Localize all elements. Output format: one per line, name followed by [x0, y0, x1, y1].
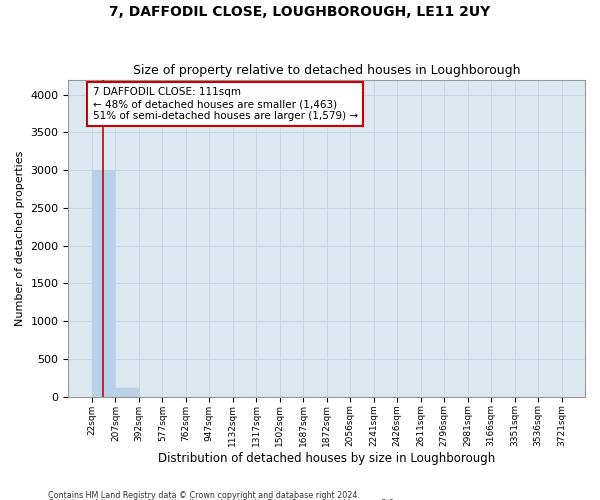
Bar	[92, 170, 115, 396]
Bar	[115, 388, 139, 396]
X-axis label: Distribution of detached houses by size in Loughborough: Distribution of detached houses by size …	[158, 452, 496, 465]
Text: Contains HM Land Registry data © Crown copyright and database right 2024.: Contains HM Land Registry data © Crown c…	[48, 490, 360, 500]
Y-axis label: Number of detached properties: Number of detached properties	[15, 150, 25, 326]
Title: Size of property relative to detached houses in Loughborough: Size of property relative to detached ho…	[133, 64, 520, 77]
Text: 7 DAFFODIL CLOSE: 111sqm
← 48% of detached houses are smaller (1,463)
51% of sem: 7 DAFFODIL CLOSE: 111sqm ← 48% of detach…	[92, 88, 358, 120]
Text: 7, DAFFODIL CLOSE, LOUGHBOROUGH, LE11 2UY: 7, DAFFODIL CLOSE, LOUGHBOROUGH, LE11 2U…	[109, 5, 491, 19]
